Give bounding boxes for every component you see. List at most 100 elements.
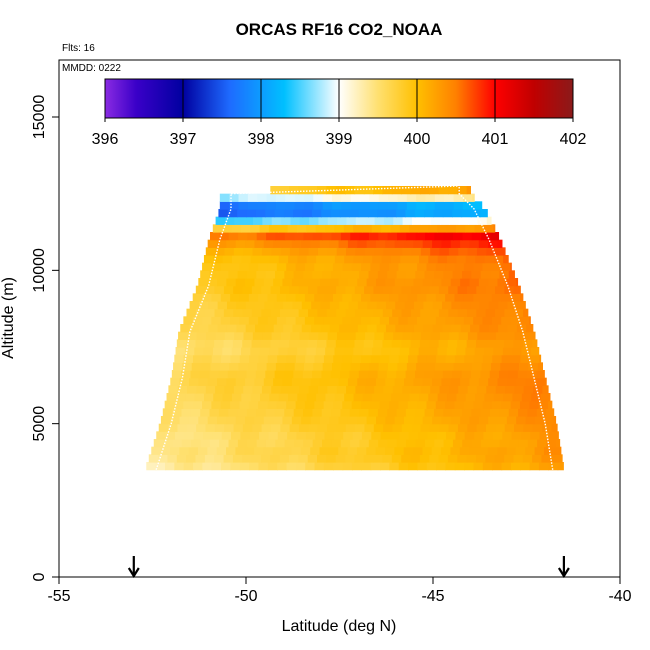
heatmap-cell bbox=[315, 431, 326, 440]
heatmap-cell bbox=[510, 400, 521, 409]
heatmap-cell bbox=[409, 255, 420, 264]
heatmap-cell bbox=[317, 308, 328, 317]
heatmap-cell bbox=[174, 400, 184, 409]
heatmap-cell bbox=[226, 324, 237, 333]
heatmap-cell bbox=[405, 270, 416, 279]
heatmap-cell bbox=[353, 393, 364, 402]
heatmap-cell bbox=[351, 354, 362, 363]
track-descent bbox=[458, 186, 554, 470]
heatmap-cell bbox=[548, 462, 559, 471]
heatmap-cell bbox=[256, 439, 267, 448]
heatmap-cell bbox=[239, 316, 250, 325]
heatmap-cell bbox=[461, 209, 472, 218]
heatmap-cell bbox=[349, 370, 360, 379]
heatmap-cell bbox=[310, 278, 321, 287]
heatmap-cell bbox=[488, 416, 499, 425]
heatmap-cell bbox=[308, 247, 319, 256]
heatmap-cell bbox=[256, 408, 267, 417]
heatmap-cell bbox=[237, 408, 248, 417]
heatmap-cell bbox=[548, 431, 559, 440]
heatmap-cell bbox=[439, 385, 450, 394]
heatmap-cell bbox=[375, 377, 386, 386]
heatmap-cell bbox=[544, 377, 547, 386]
heatmap-cell bbox=[174, 431, 185, 440]
heatmap-cell bbox=[482, 316, 493, 325]
heatmap-cell bbox=[454, 400, 465, 409]
heatmap-cell bbox=[342, 293, 353, 302]
heatmap-cell bbox=[248, 316, 259, 325]
heatmap-cell bbox=[432, 416, 443, 425]
heatmap-cell bbox=[435, 293, 446, 302]
heatmap-cell bbox=[417, 262, 428, 271]
heatmap-cell bbox=[289, 339, 299, 348]
heatmap-cell bbox=[377, 408, 388, 417]
heatmap-cell bbox=[448, 308, 459, 317]
heatmap-cell bbox=[363, 186, 374, 195]
heatmap-cell bbox=[274, 408, 285, 417]
heatmap-cell bbox=[483, 224, 494, 233]
heatmap-cell bbox=[519, 293, 524, 302]
heatmap-cell bbox=[194, 393, 205, 402]
heatmap-cell bbox=[224, 247, 235, 256]
heatmap-cell bbox=[485, 308, 496, 317]
heatmap-cell bbox=[208, 324, 219, 333]
heatmap-cell bbox=[237, 270, 248, 279]
heatmap-cell bbox=[296, 224, 307, 233]
heatmap-cell bbox=[466, 454, 477, 463]
heatmap-cell bbox=[239, 400, 250, 409]
heatmap-cell bbox=[175, 393, 186, 402]
heatmap-cell bbox=[445, 462, 456, 471]
heatmap-cell bbox=[303, 439, 314, 448]
heatmap-cell bbox=[436, 354, 447, 363]
heatmap-cell bbox=[247, 362, 258, 371]
heatmap-cell bbox=[212, 347, 223, 356]
heatmap-cell bbox=[254, 416, 265, 425]
heatmap-cell bbox=[404, 301, 415, 310]
heatmap-cell bbox=[434, 201, 445, 210]
heatmap-cell bbox=[209, 370, 220, 379]
heatmap-cell bbox=[522, 454, 533, 463]
heatmap-cell bbox=[406, 439, 417, 448]
heatmap-cell bbox=[336, 308, 347, 317]
heatmap-cell bbox=[463, 293, 474, 302]
heatmap-cell bbox=[228, 232, 239, 241]
x-tick-label: -40 bbox=[608, 588, 631, 605]
heatmap-cell bbox=[460, 301, 471, 310]
x-axis-label: Latitude (deg N) bbox=[282, 618, 397, 635]
heatmap-cell bbox=[478, 377, 489, 386]
heatmap-cell bbox=[352, 431, 363, 440]
heatmap-cell bbox=[268, 224, 279, 233]
heatmap-cell bbox=[317, 423, 328, 432]
heatmap-cell bbox=[454, 462, 465, 471]
heatmap-cell bbox=[450, 446, 461, 455]
heatmap-cell bbox=[405, 408, 416, 417]
heatmap-cell bbox=[295, 293, 306, 302]
heatmap-cell bbox=[215, 247, 226, 256]
heatmap-cell bbox=[245, 301, 256, 310]
heatmap-cell bbox=[308, 331, 319, 340]
heatmap-cell bbox=[466, 186, 471, 195]
heatmap-cell bbox=[407, 262, 418, 271]
heatmap-cell bbox=[347, 377, 358, 386]
heatmap-cell bbox=[424, 370, 435, 379]
heatmap-cell bbox=[349, 270, 360, 279]
heatmap-cell bbox=[334, 347, 345, 356]
heatmap-cell bbox=[217, 278, 227, 287]
heatmap-cell bbox=[219, 362, 230, 371]
heatmap-cell bbox=[309, 216, 320, 225]
heatmap-cell bbox=[329, 324, 340, 333]
heatmap-cell bbox=[252, 423, 263, 432]
heatmap-cell bbox=[179, 416, 190, 425]
heatmap-cell bbox=[228, 270, 239, 279]
heatmap-cell bbox=[406, 193, 417, 202]
heatmap-cell bbox=[426, 293, 437, 302]
heatmap-cell bbox=[347, 239, 358, 248]
heatmap-cell bbox=[400, 255, 411, 264]
heatmap-cell bbox=[388, 201, 399, 210]
heatmap-cell bbox=[278, 393, 289, 402]
heatmap-cell bbox=[476, 308, 487, 317]
heatmap-cell bbox=[521, 393, 532, 402]
heatmap-cell bbox=[353, 224, 364, 233]
heatmap-cell bbox=[289, 454, 299, 463]
heatmap-cell bbox=[215, 331, 226, 340]
